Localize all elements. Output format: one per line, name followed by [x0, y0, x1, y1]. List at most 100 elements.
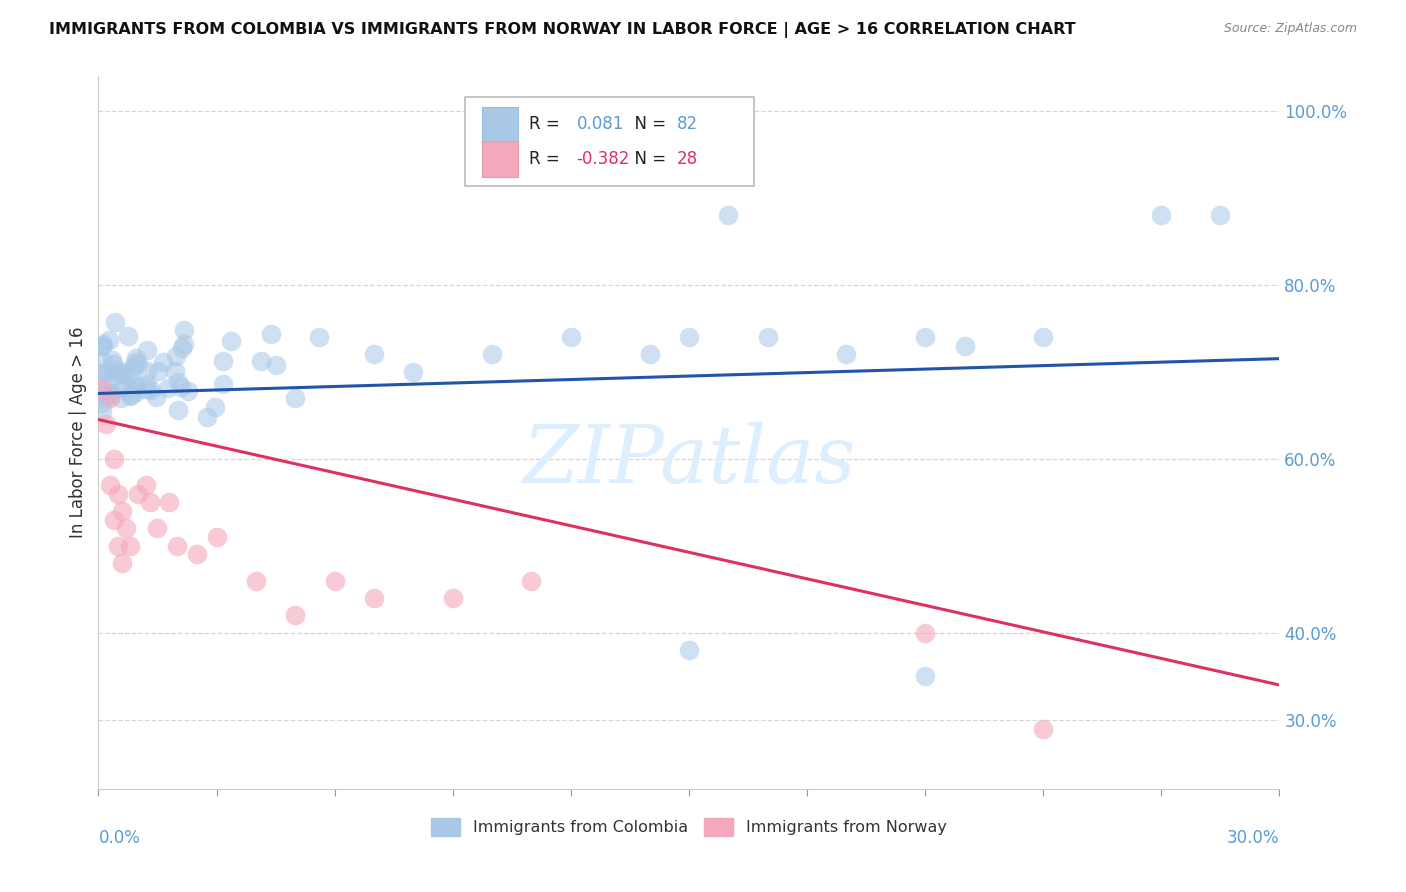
Bar [482, 142, 517, 178]
Point [146, 364, 169, 378]
Point [91, 404, 114, 418]
Point [323, 574, 346, 588]
Text: R =: R = [530, 151, 565, 169]
Point [167, 402, 190, 417]
Point [520, 574, 543, 588]
Point [94, 373, 117, 387]
Point [135, 382, 157, 396]
Text: 0.0%: 0.0% [98, 829, 141, 847]
Point [638, 347, 661, 361]
Point [91, 338, 114, 352]
FancyBboxPatch shape [464, 97, 754, 186]
Point [166, 539, 188, 553]
Point [135, 377, 157, 392]
Legend: Immigrants from Colombia, Immigrants from Norway: Immigrants from Colombia, Immigrants fro… [425, 812, 953, 842]
Point [98, 333, 121, 347]
Text: ZIPatlas: ZIPatlas [522, 423, 856, 500]
Point [953, 338, 976, 352]
Point [114, 379, 136, 393]
Point [122, 359, 145, 374]
Point [245, 574, 267, 588]
Point [219, 334, 242, 348]
Point [441, 591, 464, 605]
Point [166, 375, 188, 389]
Point [139, 384, 162, 398]
Point [756, 330, 779, 344]
Point [264, 358, 287, 372]
Point [284, 391, 307, 405]
Point [481, 347, 503, 361]
Text: 28: 28 [678, 151, 699, 169]
Point [260, 327, 283, 342]
Point [125, 351, 148, 365]
Point [118, 539, 141, 553]
Point [98, 389, 121, 403]
Point [135, 478, 157, 492]
Point [1209, 208, 1232, 222]
Point [163, 364, 186, 378]
Point [363, 347, 385, 361]
Point [914, 330, 936, 344]
Point [124, 355, 146, 369]
Point [118, 368, 141, 383]
Point [125, 385, 148, 400]
Point [112, 368, 135, 382]
Point [91, 385, 114, 400]
Point [91, 339, 114, 353]
Point [170, 380, 193, 394]
Point [205, 530, 228, 544]
Point [165, 350, 187, 364]
Point [177, 384, 200, 398]
Text: -0.382: -0.382 [576, 151, 630, 169]
Point [156, 381, 179, 395]
Point [125, 380, 148, 394]
Point [111, 556, 134, 570]
Point [103, 513, 125, 527]
Point [104, 363, 127, 377]
Point [111, 504, 134, 518]
Text: IMMIGRANTS FROM COLOMBIA VS IMMIGRANTS FROM NORWAY IN LABOR FORCE | AGE > 16 COR: IMMIGRANTS FROM COLOMBIA VS IMMIGRANTS F… [49, 22, 1076, 38]
Point [678, 330, 700, 344]
Text: R =: R = [530, 115, 565, 133]
Point [146, 521, 169, 535]
Point [101, 358, 124, 372]
Bar [482, 106, 517, 142]
Point [100, 371, 122, 385]
Point [91, 382, 114, 396]
Point [96, 365, 118, 379]
Point [835, 347, 858, 361]
Point [107, 539, 129, 553]
Text: Source: ZipAtlas.com: Source: ZipAtlas.com [1223, 22, 1357, 36]
Point [104, 315, 127, 329]
Point [173, 337, 195, 351]
Point [118, 389, 141, 403]
Point [212, 354, 235, 368]
Point [170, 341, 193, 355]
Point [195, 409, 218, 424]
Point [91, 354, 114, 368]
Text: N =: N = [624, 151, 671, 169]
Point [127, 486, 149, 500]
Text: 30.0%: 30.0% [1227, 829, 1279, 847]
Point [145, 390, 167, 404]
Point [157, 495, 180, 509]
Point [110, 364, 132, 378]
Point [122, 376, 145, 391]
Point [136, 343, 159, 357]
Point [111, 381, 134, 395]
Point [91, 390, 114, 404]
Point [173, 323, 195, 337]
Point [138, 495, 160, 509]
Point [91, 387, 114, 401]
Point [101, 353, 124, 368]
Point [107, 486, 129, 500]
Point [914, 625, 936, 640]
Point [103, 451, 125, 466]
Point [98, 387, 121, 401]
Point [91, 395, 114, 409]
Y-axis label: In Labor Force | Age > 16: In Labor Force | Age > 16 [69, 326, 87, 539]
Point [98, 385, 121, 400]
Point [204, 400, 226, 414]
Point [678, 643, 700, 657]
Text: 82: 82 [678, 115, 699, 133]
